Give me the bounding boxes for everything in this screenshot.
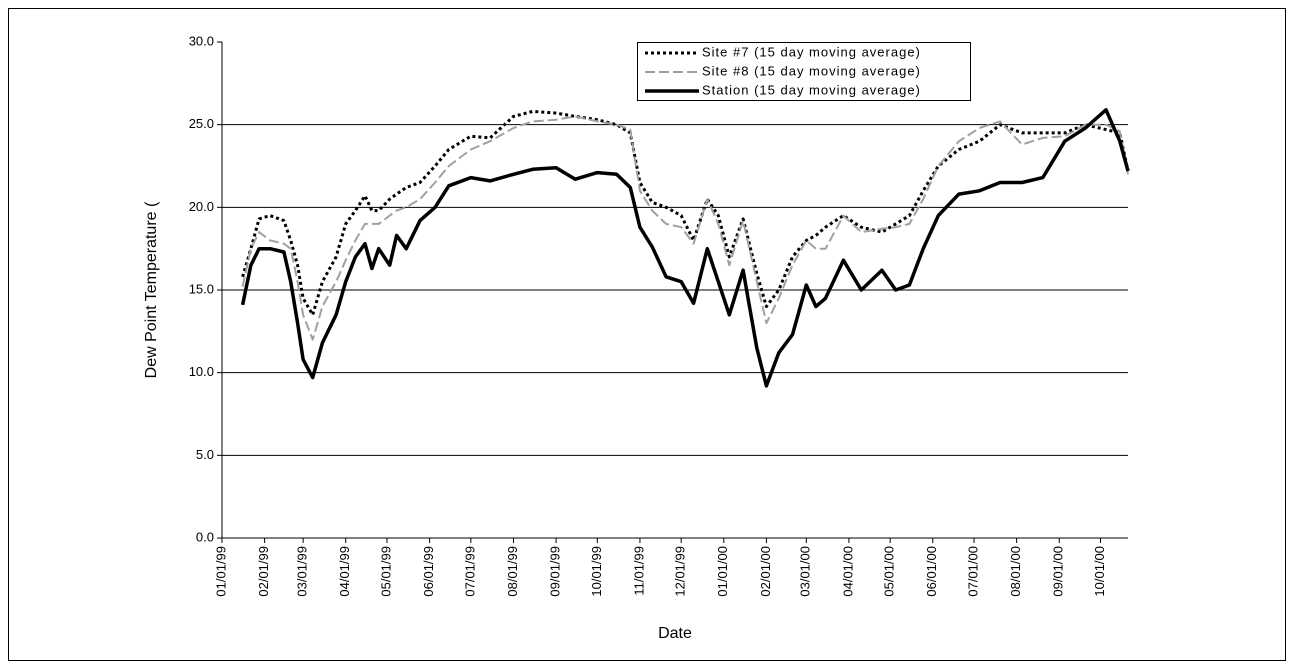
x-tick-label: 03/01/00	[798, 546, 813, 597]
x-tick-label: 09/01/00	[1051, 546, 1066, 597]
x-tick-label: 07/01/00	[965, 546, 980, 597]
legend-text: Site #7 (15 day moving average)	[702, 44, 921, 59]
x-tick-label: 03/01/99	[295, 546, 310, 597]
x-tick-label: 09/01/99	[548, 546, 563, 597]
y-tick-label: 0.0	[196, 529, 214, 544]
y-tick-label: 15.0	[189, 281, 214, 296]
x-axis-label: Date	[658, 625, 692, 642]
data-line	[241, 115, 1129, 341]
y-tick-label: 30.0	[189, 33, 214, 48]
x-tick-label: 05/01/99	[378, 546, 393, 597]
x-tick-label: 02/01/00	[758, 546, 773, 597]
x-tick-label: 10/01/99	[589, 546, 604, 597]
x-tick-label: 04/01/00	[840, 546, 855, 597]
x-tick-label: 06/01/99	[421, 546, 436, 597]
x-tick-label: 01/01/00	[715, 546, 730, 597]
y-tick-label: 5.0	[196, 447, 214, 462]
x-tick-label: 08/01/99	[505, 546, 520, 597]
x-tick-label: 02/01/99	[256, 546, 271, 597]
x-tick-label: 10/01/00	[1092, 546, 1107, 597]
x-tick-label: 05/01/00	[882, 546, 897, 597]
x-tick-label: 12/01/99	[673, 546, 688, 597]
legend-text: Site #8 (15 day moving average)	[702, 63, 921, 78]
x-tick-label: 07/01/99	[462, 546, 477, 597]
x-tick-label: 06/01/00	[924, 546, 939, 597]
data-line	[240, 108, 1130, 388]
data-line	[241, 109, 1130, 317]
legend-text: Station (15 day moving average)	[702, 82, 921, 97]
x-tick-label: 08/01/00	[1008, 546, 1023, 597]
y-tick-label: 25.0	[189, 116, 214, 131]
y-tick-label: 10.0	[189, 364, 214, 379]
x-tick-label: 11/01/99	[631, 546, 646, 596]
x-tick-label: 04/01/99	[337, 546, 352, 597]
y-tick-label: 20.0	[189, 199, 214, 214]
y-axis-label: Dew Point Temperature (	[143, 201, 160, 378]
chart-frame	[8, 8, 1286, 661]
x-tick-label: 01/01/99	[213, 546, 228, 597]
